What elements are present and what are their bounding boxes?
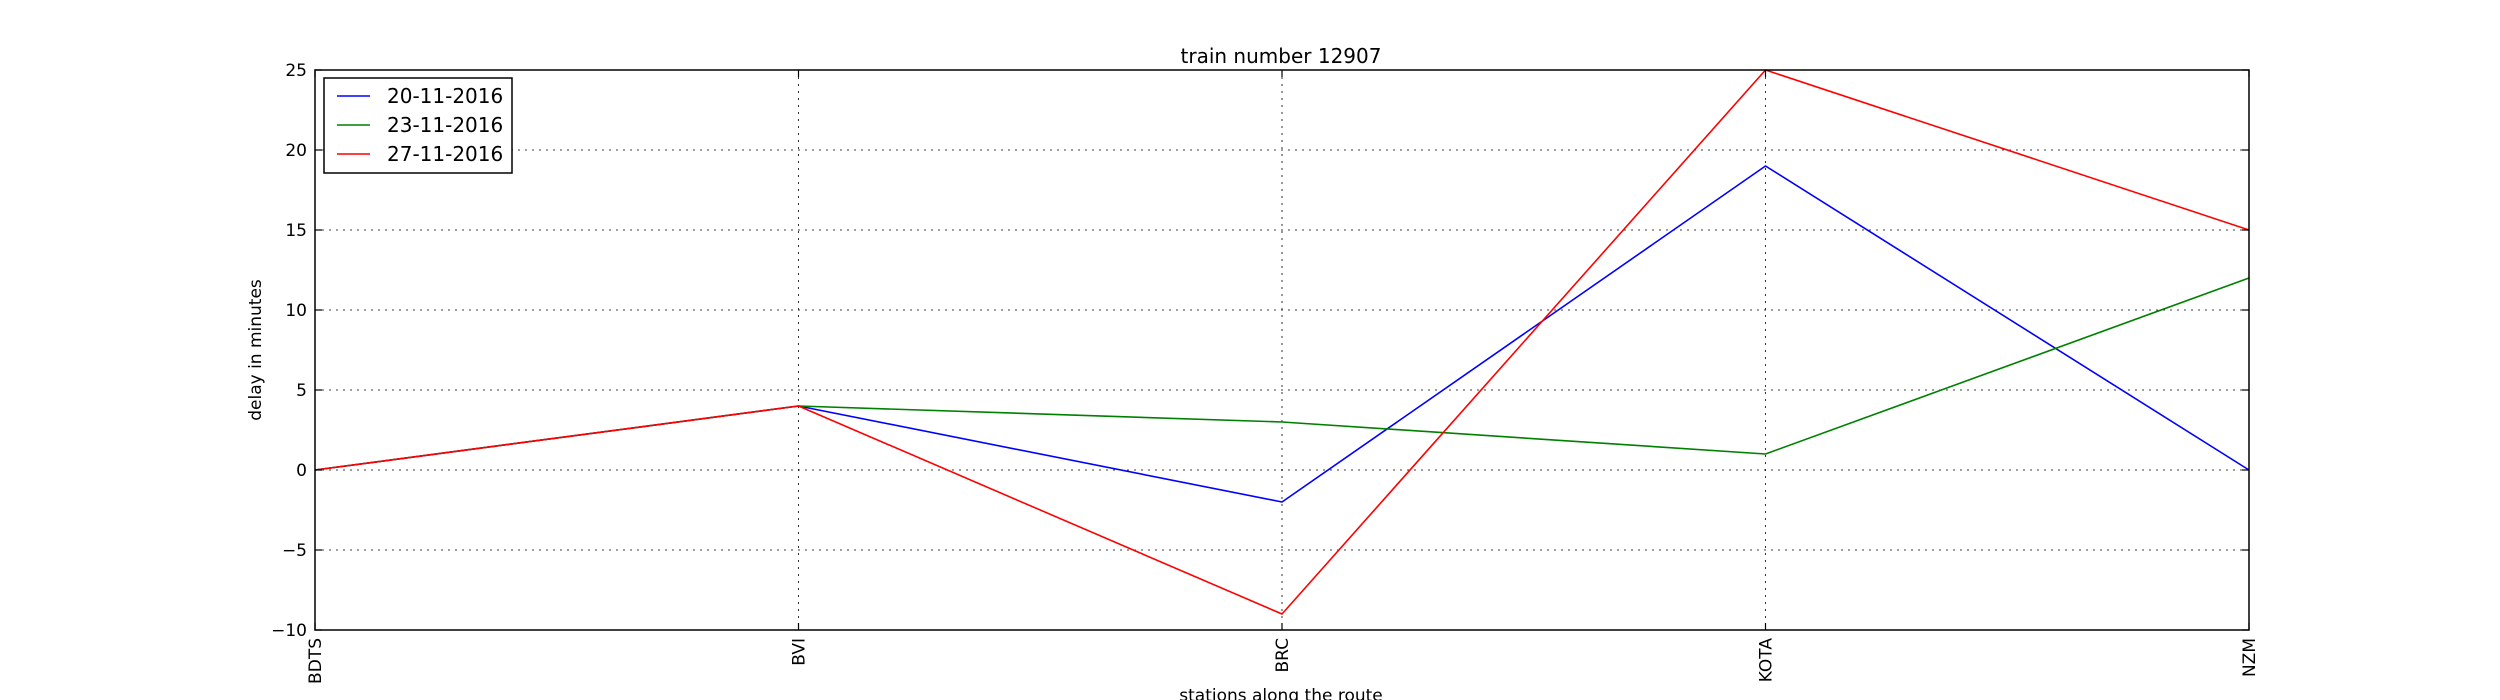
ticks [314, 69, 2250, 631]
x-tick-label: BVI [790, 638, 810, 666]
y-tick-label: 0 [296, 461, 307, 481]
x-tick-label: BRC [1273, 638, 1293, 673]
legend-label: 20-11-2016 [387, 84, 503, 108]
legend-label: 23-11-2016 [387, 113, 503, 137]
y-tick-labels: −10 −5 0 5 10 15 20 25 [271, 61, 307, 641]
y-tick-label: −10 [271, 621, 307, 641]
legend: 20-11-2016 23-11-2016 27-11-2016 [323, 77, 513, 174]
series-line-27-11-2016 [314, 69, 2250, 615]
x-tick-label: NZM [2240, 638, 2260, 677]
y-tick-label: 5 [296, 381, 307, 401]
y-tick-label: 25 [285, 61, 307, 81]
x-tick-labels: BDTS BVI BRC KOTA NZM [306, 638, 2260, 684]
y-axis-label: delay in minutes [246, 279, 266, 421]
y-tick-label: 20 [285, 141, 307, 161]
legend-label: 27-11-2016 [387, 142, 503, 166]
x-axis-label: stations along the route [1179, 686, 1383, 700]
y-tick-label: −5 [282, 541, 307, 561]
y-tick-label: 10 [285, 301, 307, 321]
x-tick-label: KOTA [1757, 638, 1777, 683]
y-tick-label: 15 [285, 221, 307, 241]
series-lines [314, 69, 2250, 615]
chart-title: train number 12907 [1181, 44, 1382, 68]
x-tick-label: BDTS [306, 638, 326, 684]
